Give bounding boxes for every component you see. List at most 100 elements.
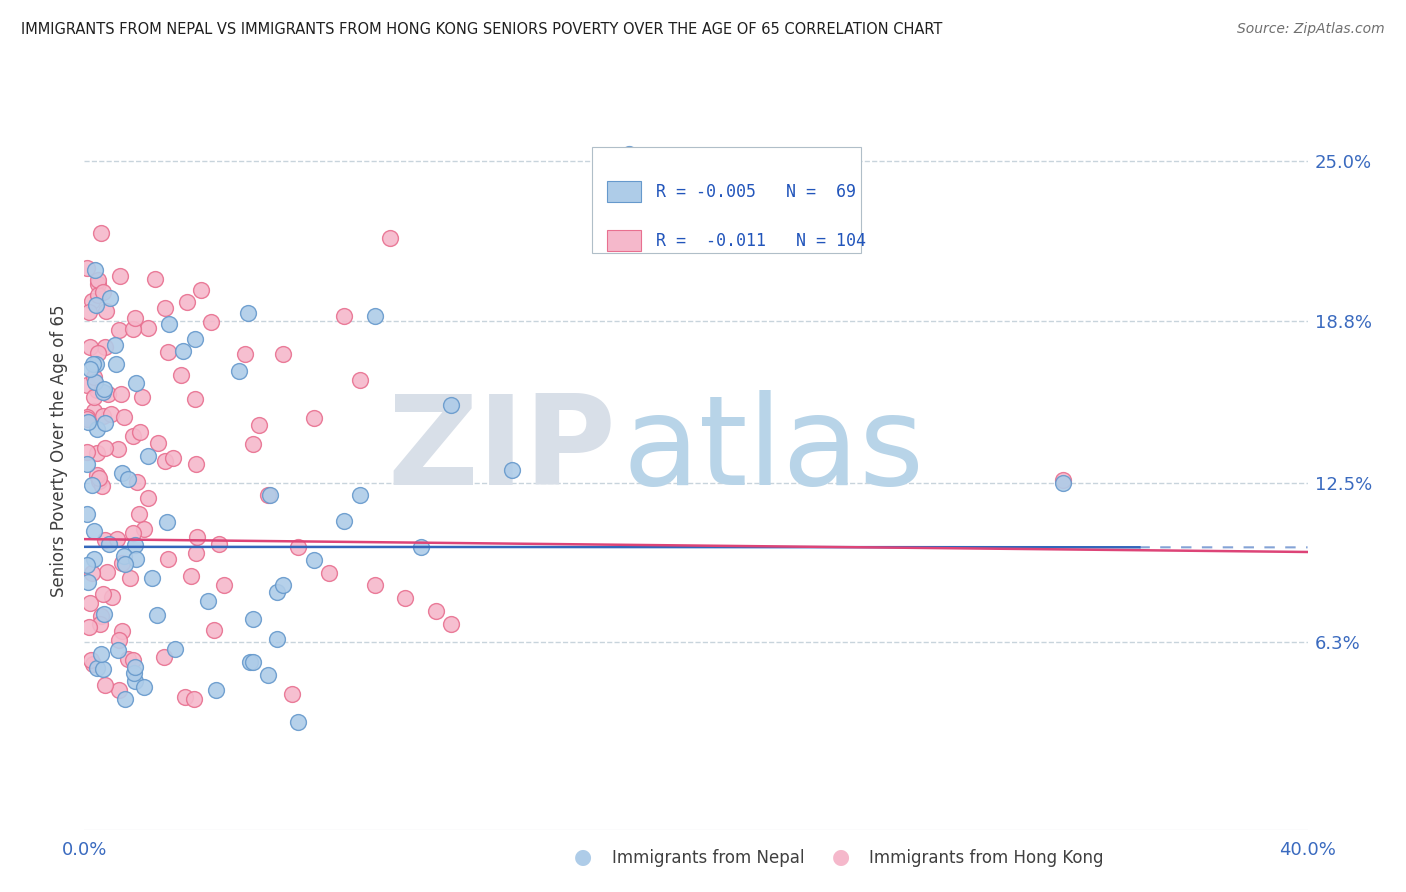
Point [114, 557, 136, 571]
Point [205, 682, 228, 697]
Point [132, 522, 155, 536]
Point [77, 620, 100, 634]
Point [83, 552, 105, 566]
Point [259, 488, 281, 502]
Point [134, 681, 156, 695]
Text: ●: ● [575, 847, 592, 867]
Point [124, 538, 146, 552]
Point [176, 295, 198, 310]
Point [83, 390, 105, 404]
Point [76, 378, 98, 392]
Point [83, 376, 105, 390]
Text: Immigrants from Nepal: Immigrants from Nepal [612, 849, 804, 867]
Point [94, 340, 117, 354]
Point [96, 304, 118, 318]
Point [93, 662, 115, 676]
Point [107, 643, 129, 657]
Point [107, 442, 129, 456]
Point [172, 343, 194, 358]
Point [349, 373, 371, 387]
Point [184, 457, 207, 471]
Point [79, 340, 101, 354]
Point [76, 575, 98, 590]
Point [76, 558, 98, 573]
Point [136, 321, 159, 335]
Point [90, 479, 112, 493]
Point [266, 632, 288, 647]
Point [80, 478, 103, 492]
Point [77, 305, 100, 319]
Point [93, 533, 115, 548]
Point [143, 271, 166, 285]
Point [122, 653, 145, 667]
Point [131, 390, 153, 404]
Point [122, 525, 145, 540]
Point [239, 656, 262, 670]
Point [84, 297, 107, 311]
Point [202, 624, 225, 638]
Point [86, 383, 108, 397]
Text: ZIP: ZIP [388, 390, 616, 511]
Point [90, 608, 112, 623]
Point [364, 309, 387, 323]
Y-axis label: Seniors Poverty Over the Age of 65: Seniors Poverty Over the Age of 65 [51, 304, 69, 597]
Point [146, 608, 169, 623]
Point [87, 475, 110, 489]
Point [153, 301, 176, 316]
Point [228, 364, 250, 378]
Point [117, 651, 139, 665]
Point [93, 383, 115, 397]
Text: R =  -0.011   N = 104: R = -0.011 N = 104 [655, 232, 866, 250]
Point [76, 508, 98, 522]
Point [125, 376, 148, 390]
Point [86, 273, 108, 287]
Point [281, 687, 304, 701]
Point [97, 387, 120, 401]
Point [128, 425, 150, 440]
Point [82, 657, 104, 672]
Point [80, 566, 103, 580]
Point [122, 322, 145, 336]
Point [617, 146, 640, 161]
Point [180, 569, 202, 583]
Point [90, 647, 112, 661]
Point [87, 288, 110, 302]
Point [186, 530, 208, 544]
Point [100, 591, 122, 605]
Point [108, 268, 131, 283]
Point [93, 442, 115, 456]
Point [76, 445, 98, 459]
Point [86, 446, 108, 460]
Point [76, 261, 98, 276]
Point [236, 306, 259, 320]
Point [153, 454, 176, 468]
Point [89, 616, 111, 631]
Point [87, 346, 110, 360]
Point [79, 596, 101, 610]
Point [197, 594, 219, 608]
Point [124, 674, 146, 689]
Point [364, 578, 387, 592]
Point [1052, 475, 1074, 490]
Point [108, 323, 131, 337]
Point [90, 227, 112, 241]
Point [86, 422, 108, 436]
Point [94, 678, 117, 692]
Point [271, 347, 294, 361]
FancyBboxPatch shape [592, 147, 860, 253]
Point [91, 385, 114, 400]
Point [156, 552, 179, 566]
Point [82, 357, 104, 371]
Point [380, 231, 402, 245]
Point [333, 514, 356, 528]
Point [110, 387, 132, 401]
Point [257, 668, 280, 682]
Text: atlas: atlas [623, 390, 925, 511]
Point [394, 591, 416, 606]
Point [440, 399, 463, 413]
Point [247, 418, 270, 433]
Point [141, 571, 163, 585]
Point [111, 466, 134, 480]
Bar [606, 230, 641, 252]
Point [349, 488, 371, 502]
